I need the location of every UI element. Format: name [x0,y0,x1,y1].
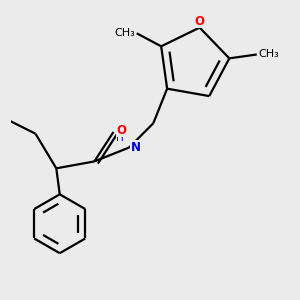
Text: O: O [116,124,126,137]
Text: N: N [130,141,140,154]
Text: CH₃: CH₃ [259,50,279,59]
Text: CH₃: CH₃ [114,28,135,38]
Text: H: H [116,134,124,143]
Text: O: O [195,15,205,28]
